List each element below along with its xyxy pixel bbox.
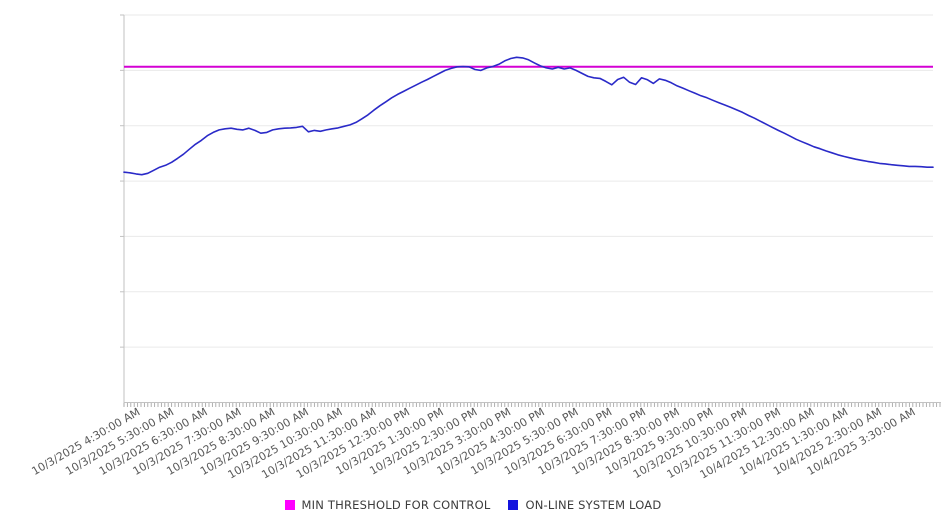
legend-item-system-load: ON-LINE SYSTEM LOAD [508, 498, 661, 512]
x-axis-minor-ticks [123, 403, 941, 407]
threshold-swatch-icon [284, 500, 295, 510]
chart-legend: MIN THRESHOLD FOR CONTROL ON-LINE SYSTEM… [0, 498, 946, 512]
system-load-swatch-icon [508, 500, 519, 510]
legend-label-system-load: ON-LINE SYSTEM LOAD [525, 498, 662, 512]
system-load-line [123, 56, 934, 176]
legend-label-min-threshold: MIN THRESHOLD FOR CONTROL [301, 498, 491, 512]
legend-item-min-threshold: MIN THRESHOLD FOR CONTROL [284, 498, 491, 512]
gridlines [120, 14, 933, 348]
